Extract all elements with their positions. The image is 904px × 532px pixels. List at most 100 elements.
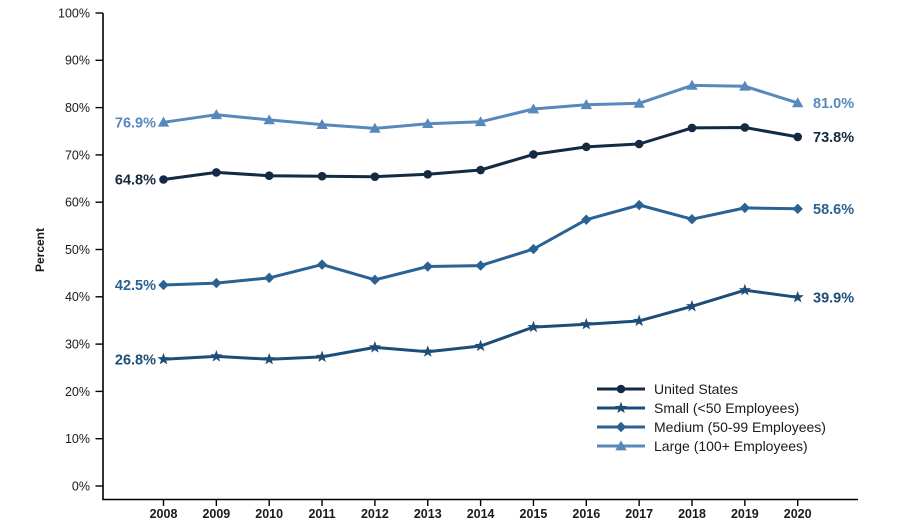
series-marker — [423, 169, 433, 179]
legend-label: Small (<50 Employees) — [654, 400, 799, 416]
series-marker — [615, 440, 627, 451]
series-marker — [263, 352, 276, 365]
series-end-label: 81.0% — [813, 96, 854, 112]
series-marker — [263, 114, 275, 125]
series-marker — [685, 299, 699, 312]
series-line — [162, 203, 800, 287]
series-marker — [315, 350, 329, 363]
legend: United States Small (<50 Employees) Medium… — [597, 381, 826, 454]
series-marker — [368, 341, 381, 353]
series-small-50-employees: 26.8% 39.9% — [115, 283, 854, 368]
series-end-label: 73.8% — [813, 130, 854, 146]
series-marker — [476, 165, 485, 175]
legend-item-medium-50-99-employees: Medium (50-99 Employees) — [597, 419, 826, 435]
series-marker — [614, 401, 628, 414]
series-marker — [686, 79, 698, 90]
series-marker — [474, 116, 487, 127]
series-marker — [211, 277, 222, 289]
series-marker — [633, 97, 645, 108]
series-marker — [739, 202, 751, 214]
x-tick-label: 2018 — [678, 507, 706, 521]
y-tick-label: 90% — [65, 54, 90, 68]
series-start-label: 26.8% — [115, 352, 156, 368]
x-tick-label: 2017 — [625, 507, 653, 521]
y-tick-label: 10% — [65, 432, 90, 446]
axes — [102, 13, 858, 501]
series-end-label: 39.9% — [813, 290, 854, 306]
series-marker — [264, 272, 275, 284]
series-start-label: 64.8% — [115, 173, 156, 189]
x-tick-label: 2011 — [308, 507, 335, 521]
series-marker — [528, 243, 539, 255]
series-marker — [422, 118, 434, 129]
series-marker — [264, 171, 274, 181]
y-tick-label: 40% — [65, 290, 90, 304]
series-large-100-employees: 76.9% 81.0% — [115, 79, 854, 133]
x-tick-label: 2014 — [467, 507, 495, 521]
y-tick-label: 70% — [65, 148, 90, 162]
series-marker — [212, 168, 221, 177]
series-start-label: 76.9% — [115, 115, 156, 131]
series-marker — [581, 214, 592, 225]
y-axis-title: Percent — [33, 228, 47, 272]
series-marker — [633, 314, 646, 327]
series-marker — [210, 109, 223, 120]
y-tick-label: 100% — [58, 6, 90, 20]
x-tick-label: 2016 — [572, 507, 600, 521]
series-marker — [157, 352, 170, 365]
series-marker — [792, 203, 803, 215]
series-marker — [738, 283, 751, 296]
series-marker — [422, 261, 433, 272]
series-marker — [369, 122, 381, 133]
series-marker — [616, 384, 626, 394]
series-marker — [686, 214, 698, 225]
series-marker — [421, 345, 434, 357]
y-tick-label: 50% — [65, 243, 90, 257]
y-tick-label: 80% — [65, 101, 90, 115]
series-marker — [580, 317, 593, 330]
series-marker — [210, 350, 223, 362]
x-tick-label: 2008 — [150, 507, 178, 521]
series-marker — [791, 97, 804, 108]
series-marker — [580, 99, 593, 110]
y-tick-label: 0% — [72, 479, 90, 493]
x-tick-label: 2015 — [520, 507, 548, 521]
x-tick-label: 2013 — [414, 507, 442, 521]
legend-label: Large (100+ Employees) — [654, 438, 808, 454]
y-tick-label: 30% — [65, 337, 90, 351]
series-marker — [527, 320, 540, 333]
series-marker — [687, 123, 697, 133]
series-marker — [369, 274, 381, 285]
series-marker — [317, 171, 327, 181]
legend-item-small-50-employees: Small (<50 Employees) — [597, 400, 799, 416]
y-tick-label: 60% — [65, 196, 90, 210]
series-marker — [582, 142, 591, 152]
series-end-label: 58.6% — [813, 202, 854, 218]
series-united-states: 64.8% 73.8% — [115, 123, 854, 189]
series-marker — [158, 279, 169, 291]
series-marker — [634, 139, 644, 149]
legend-label: United States — [654, 381, 738, 397]
series-marker — [527, 103, 540, 114]
series-line — [162, 288, 800, 361]
series-marker — [316, 259, 328, 270]
x-tick-label: 2009 — [202, 507, 230, 521]
series-marker — [316, 119, 328, 129]
series-marker — [529, 150, 538, 159]
x-tick-label: 2020 — [784, 507, 812, 521]
series-medium-50-99-employees: 42.5% 58.6% — [115, 199, 854, 294]
legend-item-large-100-employees: Large (100+ Employees) — [597, 438, 808, 454]
x-tick-label: 2010 — [255, 507, 283, 521]
legend-label: Medium (50-99 Employees) — [654, 419, 826, 435]
legend-item-united-states: United States — [597, 381, 738, 397]
series-marker — [793, 132, 802, 142]
series-marker — [159, 175, 168, 184]
series-marker — [474, 339, 487, 352]
y-tick-label: 20% — [65, 385, 90, 399]
x-tick-label: 2019 — [731, 507, 759, 521]
series-marker — [791, 290, 804, 303]
x-tick-label: 2012 — [361, 507, 389, 521]
series-marker — [633, 199, 645, 211]
